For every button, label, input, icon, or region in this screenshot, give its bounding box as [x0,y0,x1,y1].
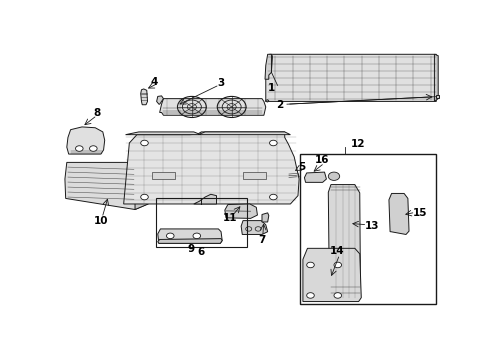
Polygon shape [159,99,265,115]
Circle shape [89,146,97,151]
Text: 15: 15 [412,208,427,218]
Polygon shape [158,239,222,243]
Text: 9: 9 [187,244,194,254]
Text: 8: 8 [93,108,101,118]
Circle shape [327,172,339,180]
Circle shape [166,233,174,239]
Polygon shape [388,193,408,234]
Polygon shape [327,185,360,298]
Polygon shape [135,162,150,210]
Text: 4: 4 [150,77,157,87]
Polygon shape [264,54,271,79]
Text: 3: 3 [217,78,224,89]
Polygon shape [193,194,216,204]
Circle shape [269,194,277,200]
Text: 5: 5 [298,162,305,172]
Polygon shape [224,204,257,219]
Text: 7: 7 [258,235,265,245]
Polygon shape [302,248,361,302]
Polygon shape [125,132,290,135]
Text: 13: 13 [364,221,378,231]
Polygon shape [65,162,150,210]
Polygon shape [158,229,222,243]
Polygon shape [141,89,147,105]
Circle shape [75,146,83,151]
Text: 12: 12 [350,139,365,149]
Bar [152,172,175,179]
Polygon shape [156,96,163,104]
Bar [243,172,265,179]
Text: 2: 2 [276,100,283,110]
Polygon shape [265,54,435,102]
Polygon shape [241,221,267,234]
Polygon shape [435,95,438,98]
Circle shape [141,140,148,146]
Text: 6: 6 [197,247,204,257]
Text: 16: 16 [314,155,328,165]
Circle shape [333,293,341,298]
Polygon shape [265,100,268,102]
Circle shape [333,262,341,268]
Polygon shape [123,132,299,204]
Polygon shape [288,171,299,179]
Polygon shape [67,127,104,154]
Circle shape [306,293,314,298]
Text: 1: 1 [267,82,275,93]
Circle shape [269,140,277,146]
Polygon shape [433,54,437,102]
Bar [156,198,246,247]
Polygon shape [304,172,326,183]
Polygon shape [262,213,268,222]
Text: 14: 14 [329,246,344,256]
Text: 10: 10 [94,216,108,226]
Circle shape [141,194,148,200]
Text: 11: 11 [223,213,237,224]
Circle shape [306,262,314,268]
Bar [299,154,435,304]
Circle shape [193,233,200,239]
